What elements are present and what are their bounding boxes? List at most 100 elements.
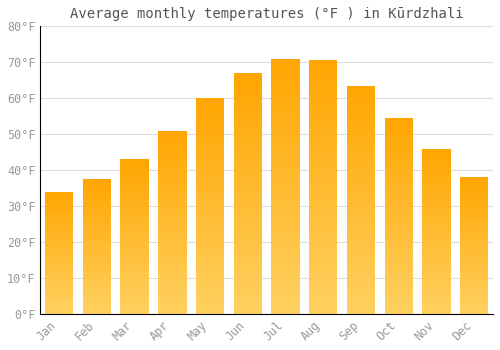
Bar <box>272 250 299 253</box>
Bar <box>83 222 111 224</box>
Bar <box>460 281 488 282</box>
Bar <box>460 232 488 233</box>
Bar <box>422 198 450 200</box>
Bar <box>272 94 299 97</box>
Bar <box>196 299 224 301</box>
Bar <box>83 257 111 259</box>
Bar <box>196 221 224 223</box>
Bar <box>347 293 375 296</box>
Bar <box>347 209 375 211</box>
Bar <box>158 141 186 144</box>
Bar <box>309 71 338 73</box>
Bar <box>272 59 299 61</box>
Bar <box>309 309 338 312</box>
Bar <box>384 187 413 189</box>
Bar <box>234 164 262 167</box>
Bar <box>158 248 186 250</box>
Bar <box>158 132 186 134</box>
Bar <box>384 247 413 249</box>
Bar <box>309 93 338 96</box>
Bar <box>272 253 299 255</box>
Bar <box>309 273 338 276</box>
Bar <box>120 184 149 186</box>
Bar <box>196 245 224 247</box>
Bar <box>83 313 111 314</box>
Bar <box>45 269 74 270</box>
Bar <box>384 208 413 210</box>
Bar <box>272 77 299 79</box>
Bar <box>234 143 262 145</box>
Bar <box>196 128 224 131</box>
Bar <box>234 124 262 126</box>
Bar <box>83 233 111 235</box>
Bar <box>347 147 375 149</box>
Bar <box>196 131 224 133</box>
Bar <box>158 277 186 279</box>
Bar <box>384 300 413 302</box>
Bar <box>422 168 450 170</box>
Bar <box>83 245 111 246</box>
Bar <box>83 202 111 203</box>
Bar <box>234 184 262 186</box>
Bar <box>120 254 149 255</box>
Bar <box>120 281 149 283</box>
Bar <box>309 296 338 299</box>
Bar <box>347 143 375 145</box>
Bar <box>45 292 74 293</box>
Bar <box>45 209 74 210</box>
Bar <box>196 312 224 314</box>
Bar <box>384 167 413 169</box>
Bar <box>309 154 338 157</box>
Bar <box>234 172 262 174</box>
Bar <box>272 92 299 94</box>
Bar <box>120 221 149 223</box>
Bar <box>234 104 262 107</box>
Bar <box>234 191 262 194</box>
Bar <box>460 243 488 244</box>
Bar <box>309 301 338 304</box>
Bar <box>234 148 262 150</box>
Bar <box>234 140 262 143</box>
Bar <box>45 245 74 247</box>
Bar <box>234 136 262 138</box>
Bar <box>234 126 262 128</box>
Bar <box>234 174 262 177</box>
Bar <box>234 307 262 309</box>
Bar <box>460 263 488 265</box>
Bar <box>460 228 488 229</box>
Bar <box>309 208 338 210</box>
Bar <box>234 88 262 90</box>
Bar <box>196 146 224 148</box>
Bar <box>384 169 413 171</box>
Bar <box>347 172 375 175</box>
Bar <box>347 108 375 111</box>
Bar <box>309 104 338 106</box>
Bar <box>422 281 450 282</box>
Bar <box>120 240 149 241</box>
Bar <box>83 210 111 211</box>
Bar <box>272 222 299 225</box>
Bar <box>45 262 74 264</box>
Bar <box>422 165 450 167</box>
Bar <box>158 228 186 230</box>
Bar <box>196 195 224 197</box>
Bar <box>347 168 375 170</box>
Bar <box>422 269 450 271</box>
Bar <box>422 271 450 273</box>
Bar <box>384 141 413 144</box>
Bar <box>272 217 299 219</box>
Bar <box>83 288 111 289</box>
Bar <box>422 188 450 190</box>
Bar <box>309 111 338 114</box>
Bar <box>384 122 413 124</box>
Bar <box>83 186 111 187</box>
Bar <box>45 295 74 297</box>
Bar <box>45 294 74 295</box>
Bar <box>158 165 186 167</box>
Bar <box>120 306 149 308</box>
Bar <box>196 191 224 193</box>
Bar <box>45 237 74 238</box>
Bar <box>347 241 375 243</box>
Bar <box>45 286 74 287</box>
Bar <box>158 153 186 154</box>
